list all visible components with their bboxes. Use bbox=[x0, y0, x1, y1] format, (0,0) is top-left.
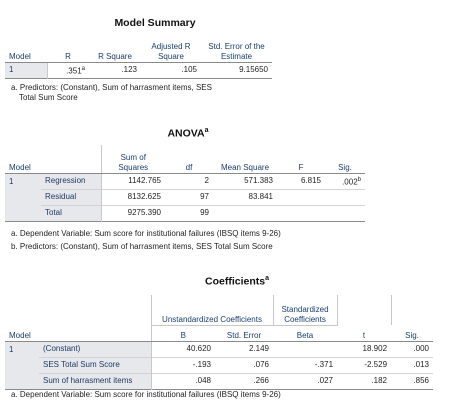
col-header-r-square: R Square bbox=[89, 33, 141, 63]
coef-row-ses: SES Total Sum Score -.193 .076 -.371 -2.… bbox=[5, 357, 434, 373]
anova-model-cell: 1 bbox=[5, 173, 41, 222]
coef-col-header-sig: Sig. bbox=[391, 325, 434, 342]
coef-beta-cell bbox=[273, 341, 337, 357]
r-cell: .351a bbox=[46, 62, 89, 78]
coef-sig-cell: .013 bbox=[413, 360, 430, 369]
coef-row-constant: 1 (Constant) 40.620 2.149 18.902 .000 bbox=[5, 341, 434, 390]
model-summary-footnote-1: a. Predictors: (Constant), Sum of harras… bbox=[11, 83, 212, 92]
coef-header-blank bbox=[39, 295, 151, 325]
anova-ms-cell bbox=[213, 205, 277, 221]
anova-title: ANOVAa bbox=[167, 127, 209, 140]
anova-sig-footnote-marker: b bbox=[357, 176, 361, 183]
coef-header-blank bbox=[390, 295, 434, 325]
coef-se-cell: .266 bbox=[253, 376, 270, 385]
anova-row-label: Total bbox=[41, 205, 101, 221]
anova-sig-cell bbox=[325, 189, 365, 205]
r-square-cell: .123 bbox=[121, 65, 137, 74]
anova-col-header-model: Model bbox=[5, 145, 41, 174]
coefficients-title: Coefficientsa bbox=[205, 275, 269, 288]
model-cell: 1 bbox=[5, 62, 47, 78]
coef-row-label: (Constant) bbox=[39, 341, 151, 357]
coef-model-cell: 1 bbox=[5, 341, 39, 390]
coef-group-header-unstandardized: Unstandardized Coefficients bbox=[150, 295, 274, 326]
coef-sig-cell: .000 bbox=[413, 344, 430, 353]
anova-f-cell bbox=[277, 205, 325, 221]
anova-col-header-f: F bbox=[277, 145, 325, 174]
coef-col-header-t: t bbox=[337, 325, 392, 342]
coef-col-header-blank bbox=[39, 325, 151, 342]
coefficients-footnote-a: a. Dependent Variable: Sum score for ins… bbox=[11, 390, 281, 399]
anova-row-label: Residual bbox=[41, 189, 101, 205]
coefficients-table: Unstandardized Coefficients Standardized… bbox=[5, 295, 434, 390]
std-error-cell: 9.15650 bbox=[239, 65, 268, 74]
coef-sig-cell: .856 bbox=[413, 376, 430, 385]
coef-row-label: Sum of harrasment items bbox=[39, 373, 151, 389]
anova-ss-cell: 9275.390 bbox=[100, 205, 165, 221]
anova-col-header-df: df bbox=[165, 145, 213, 174]
model-summary-title: Model Summary bbox=[114, 17, 196, 29]
anova-col-header-mean-square: Mean Square bbox=[213, 145, 277, 174]
coef-t-cell: .182 bbox=[371, 376, 388, 385]
col-header-adjusted-r-square: Adjusted R Square bbox=[141, 33, 201, 63]
anova-col-header-sig: Sig. bbox=[325, 145, 365, 174]
anova-sig-cell bbox=[325, 205, 365, 221]
coef-b-cell: 40.620 bbox=[150, 341, 215, 357]
coef-t-cell: -2.529 bbox=[364, 360, 388, 369]
col-header-model: Model bbox=[5, 33, 47, 63]
col-header-r: R bbox=[47, 33, 89, 63]
coef-b-cell: .048 bbox=[150, 373, 215, 389]
coef-b-cell: -.193 bbox=[150, 357, 215, 373]
anova-ss-cell: 8132.625 bbox=[100, 189, 165, 205]
coef-header-blank bbox=[5, 295, 39, 325]
coefficients-title-footnote-marker: a bbox=[265, 275, 269, 282]
anova-row-regression: 1 Regression 1142.765 2 571.383 6.815 .0… bbox=[5, 173, 365, 222]
anova-footnote-a: a. Dependent Variable: Sum score for ins… bbox=[11, 229, 281, 238]
anova-ms-cell: 83.841 bbox=[248, 192, 273, 201]
model-summary-footnote-2: Total Sum Score bbox=[19, 93, 78, 102]
coef-se-cell: 2.149 bbox=[248, 344, 270, 353]
col-header-std-error: Std. Error of the Estimate bbox=[201, 33, 272, 63]
anova-f-cell: 6.815 bbox=[300, 176, 321, 185]
anova-ss-cell: 1142.765 bbox=[100, 173, 165, 189]
anova-title-footnote-marker: a bbox=[204, 127, 209, 134]
coef-se-cell: .076 bbox=[253, 360, 270, 369]
coef-header-blank bbox=[336, 295, 392, 325]
coef-col-header-b: B bbox=[150, 325, 215, 342]
anova-ms-cell: 571.383 bbox=[244, 176, 273, 185]
anova-row-total: Total 9275.390 99 bbox=[5, 205, 365, 221]
anova-col-header-sum-of-squares: Sum of Squares bbox=[100, 145, 165, 174]
coef-beta-cell: -.371 bbox=[314, 360, 334, 369]
anova-df-cell: 99 bbox=[200, 208, 209, 217]
r-footnote-marker: a bbox=[81, 65, 85, 72]
coef-col-header-beta: Beta bbox=[273, 325, 338, 342]
adj-r-square-cell: .105 bbox=[181, 65, 197, 74]
coef-group-header-standardized: Standardized Coefficients bbox=[272, 295, 338, 326]
anova-col-header-blank bbox=[41, 145, 101, 174]
coef-col-header-model: Model bbox=[5, 325, 39, 342]
coef-col-header-std-error: Std. Error bbox=[215, 325, 274, 342]
anova-f-cell bbox=[277, 189, 325, 205]
coef-t-cell: 18.902 bbox=[362, 344, 388, 353]
anova-sig-cell: .002b bbox=[342, 176, 361, 187]
coef-row-label: SES Total Sum Score bbox=[39, 357, 151, 373]
anova-table: Model Sum of Squares df Mean Square F Si… bbox=[5, 145, 365, 222]
coef-row-harrasment: Sum of harrasment items .048 .266 .027 .… bbox=[5, 373, 434, 389]
anova-df-cell: 97 bbox=[200, 192, 209, 201]
anova-footnote-b: b. Predictors: (Constant), Sum of harras… bbox=[11, 242, 273, 251]
anova-df-cell: 2 bbox=[204, 176, 209, 185]
coef-beta-cell: .027 bbox=[317, 376, 334, 385]
anova-row-label: Regression bbox=[41, 173, 101, 189]
anova-row-residual: Residual 8132.625 97 83.841 bbox=[5, 189, 365, 205]
model-summary-table: Model R R Square Adjusted R Square Std. … bbox=[5, 33, 272, 79]
